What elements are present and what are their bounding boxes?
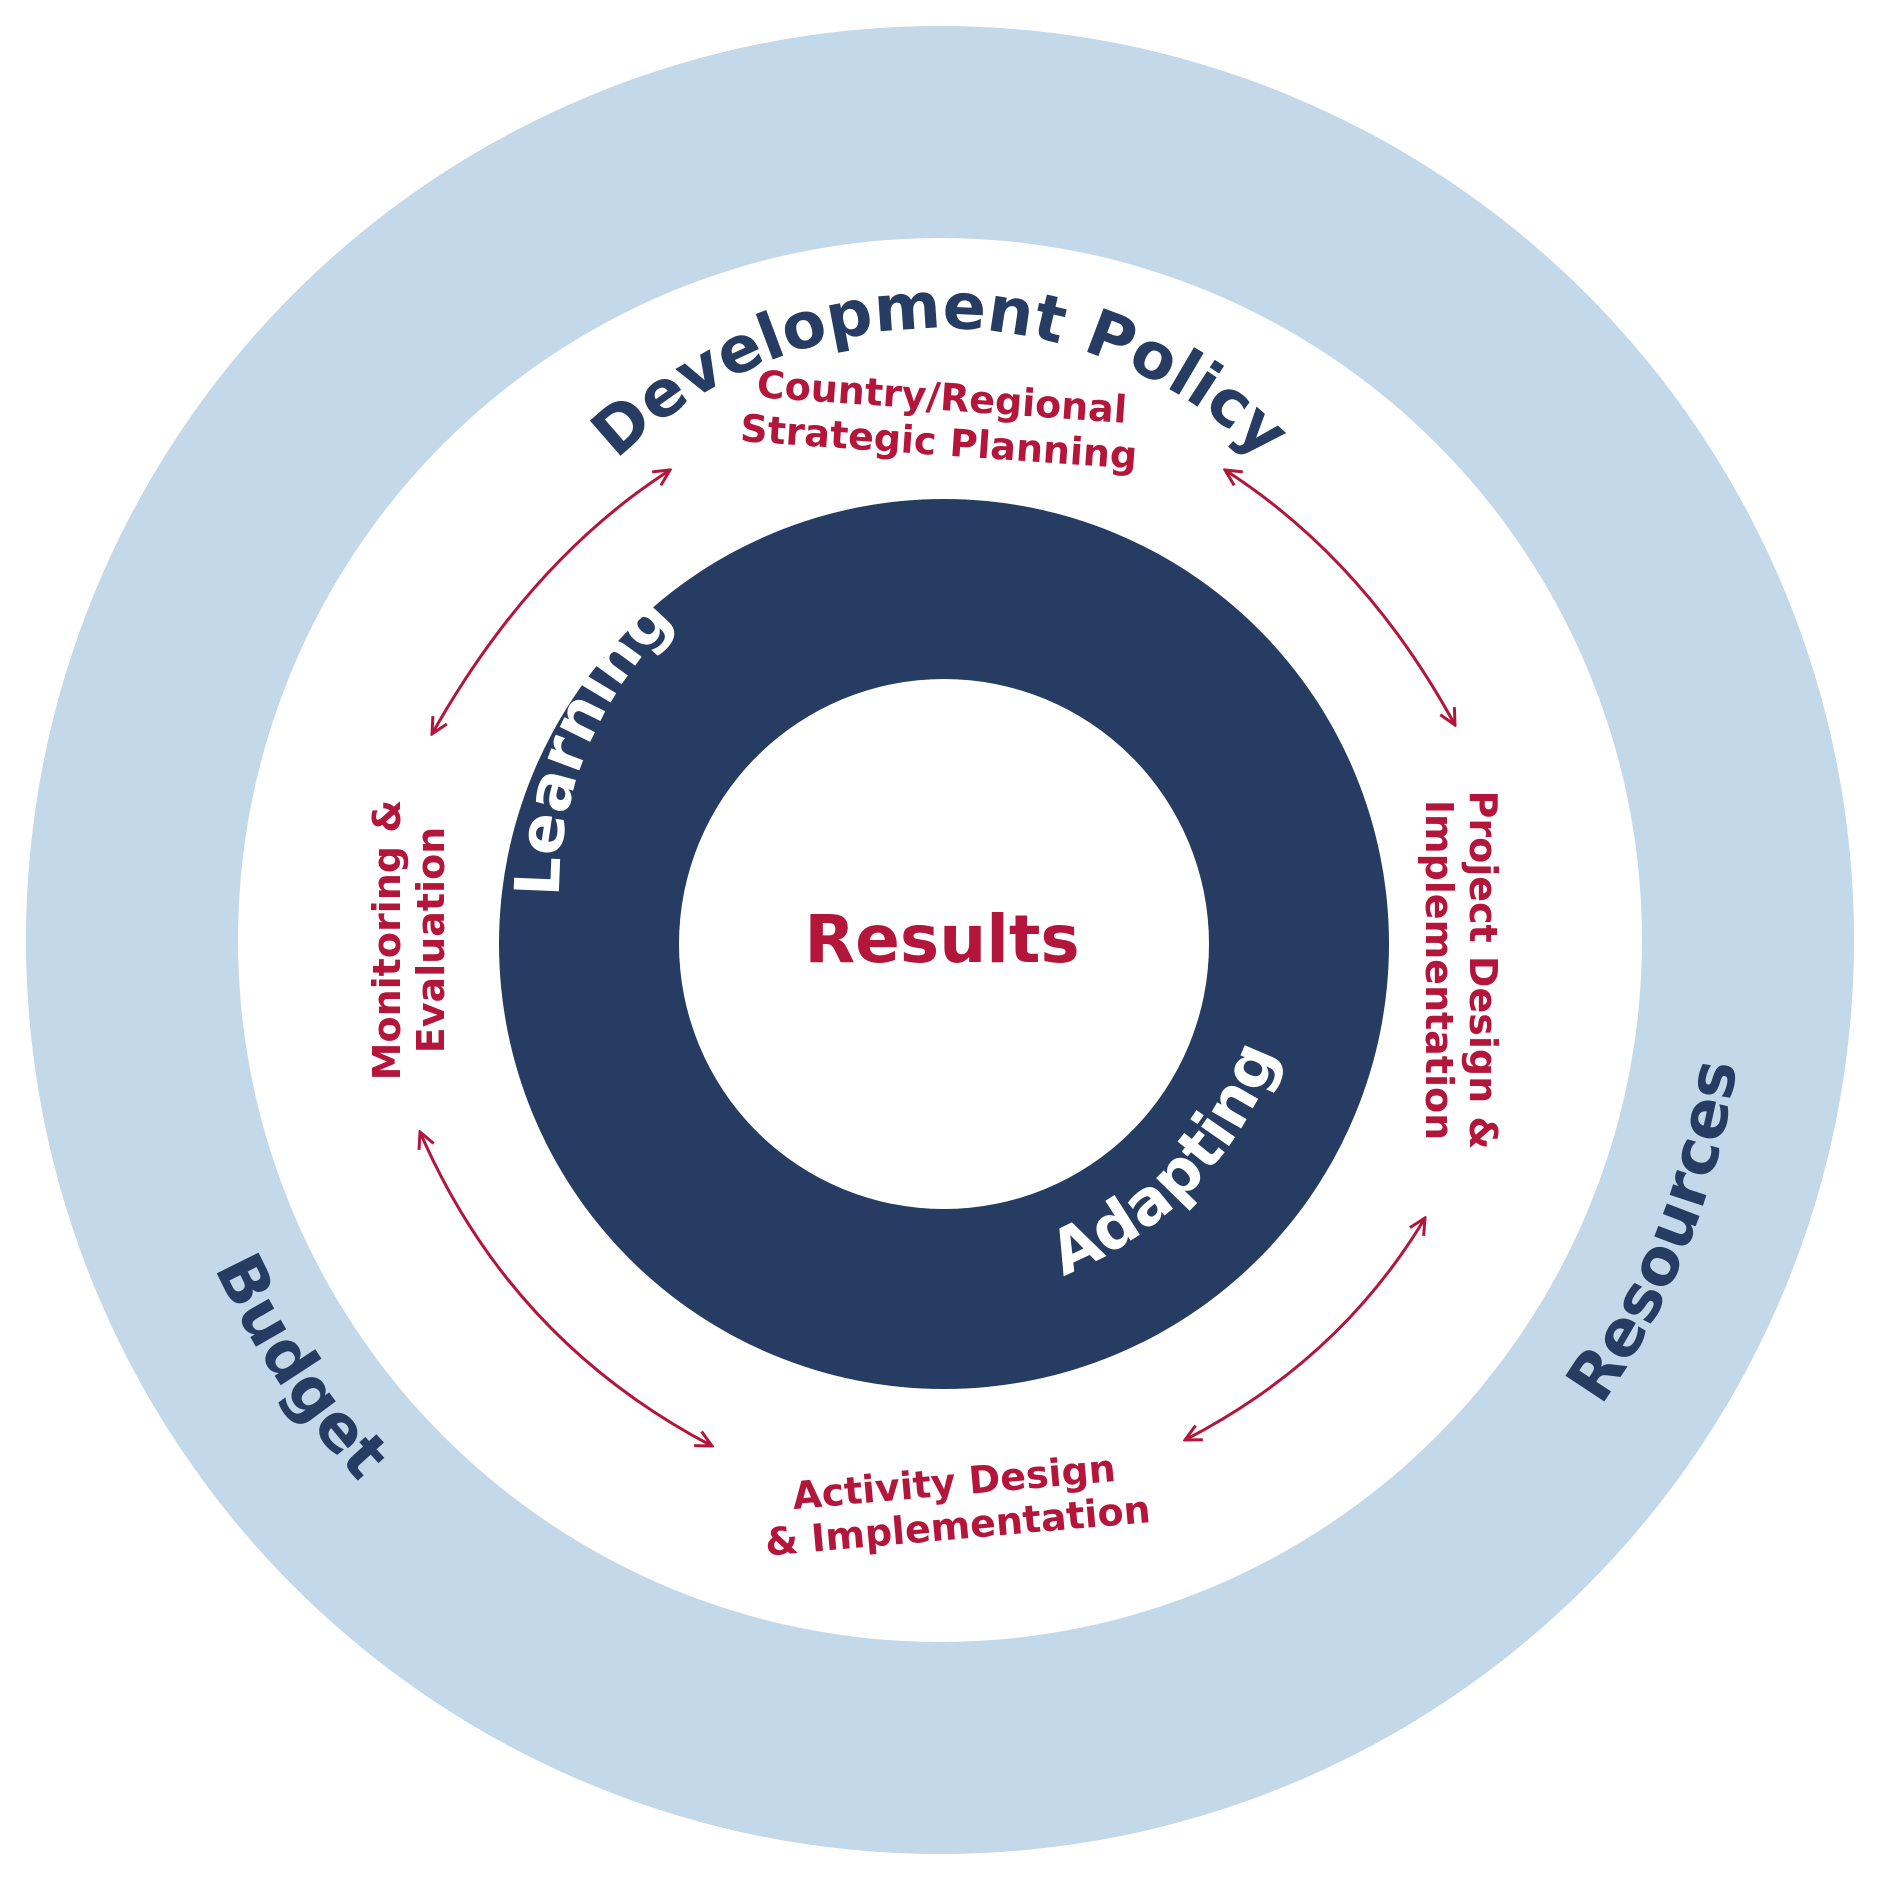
cycle-left-label: Monitoring & Evaluation [365,800,453,1081]
center-circle [679,679,1209,1209]
arrow-top-left [432,470,670,734]
arrow-bottom-right [1185,1218,1425,1440]
arrow-top-right [1225,470,1455,725]
cycle-right-line-1: Project Design & [1461,791,1505,1150]
cycle-right-label: Project Design & Implementation [1417,791,1505,1150]
cycle-left-line-2: Evaluation [409,827,453,1053]
cycle-left-line-1: Monitoring & [365,800,409,1081]
arrow-bottom-left [420,1132,712,1446]
results-label: Results [804,901,1079,978]
cycle-right-line-2: Implementation [1417,800,1461,1140]
